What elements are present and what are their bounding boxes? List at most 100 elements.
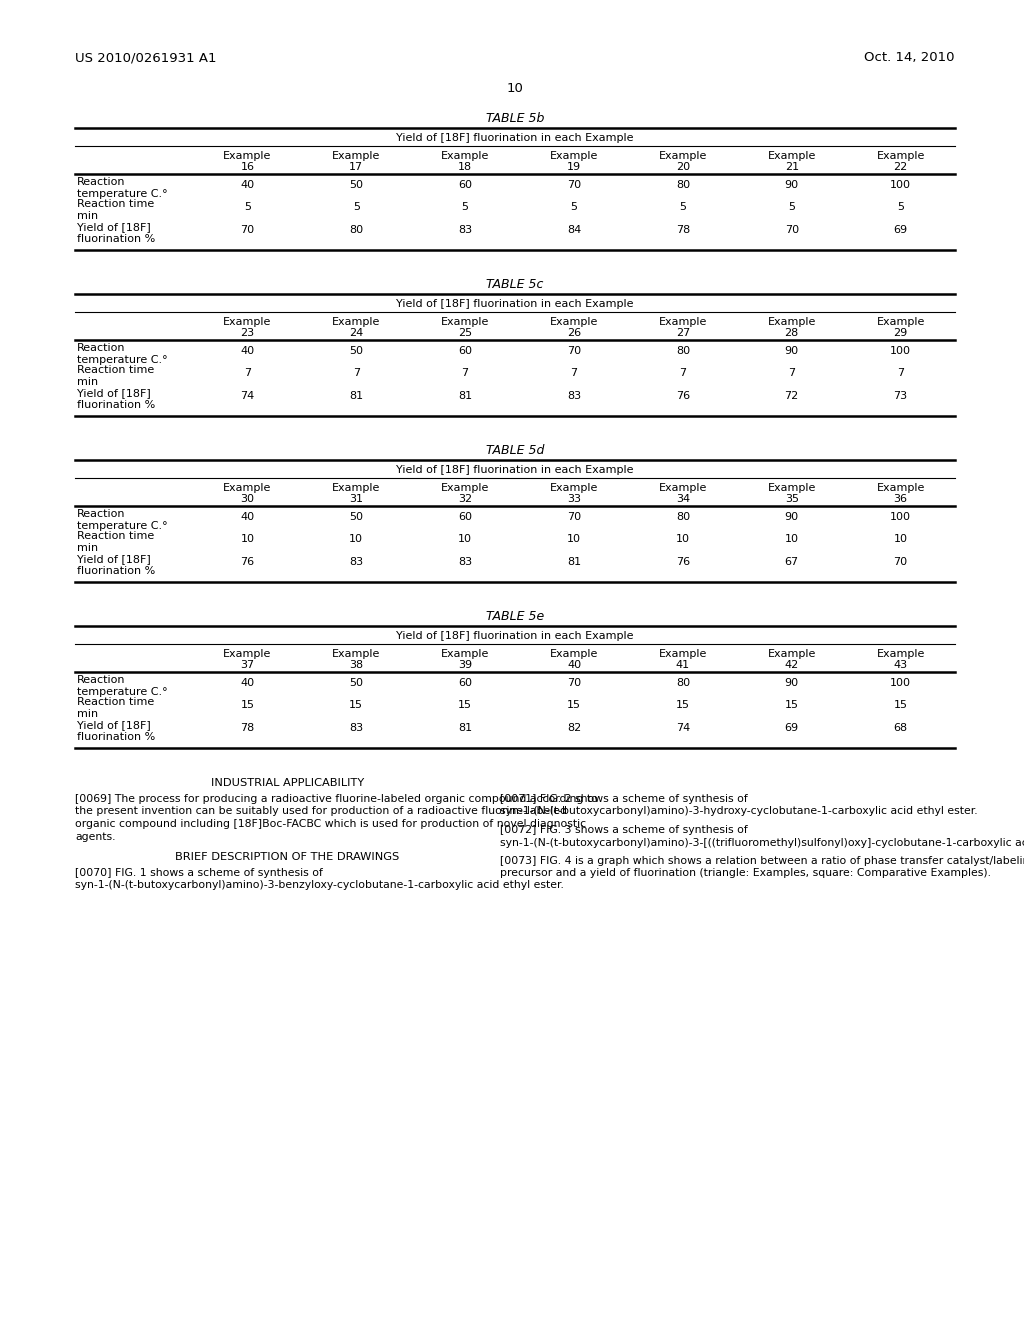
Text: 25: 25 — [458, 327, 472, 338]
Text: Example: Example — [550, 317, 598, 327]
Text: TABLE 5b: TABLE 5b — [485, 112, 544, 125]
Text: 31: 31 — [349, 494, 364, 504]
Text: 27: 27 — [676, 327, 690, 338]
Text: 7: 7 — [570, 368, 578, 378]
Text: 50: 50 — [349, 180, 364, 190]
Text: Reaction time: Reaction time — [77, 697, 155, 708]
Text: Reaction: Reaction — [77, 510, 126, 519]
Text: Example: Example — [658, 317, 707, 327]
Text: 73: 73 — [894, 391, 907, 401]
Text: Yield of [18F] fluorination in each Example: Yield of [18F] fluorination in each Exam… — [396, 133, 634, 143]
Text: 5: 5 — [788, 202, 796, 213]
Text: 10: 10 — [567, 535, 581, 544]
Text: Example: Example — [658, 649, 707, 659]
Text: 10: 10 — [784, 535, 799, 544]
Text: min: min — [77, 709, 98, 719]
Text: 37: 37 — [241, 660, 255, 671]
Text: 5: 5 — [897, 202, 904, 213]
Text: the present invention can be suitably used for production of a radioactive fluor: the present invention can be suitably us… — [75, 807, 567, 817]
Text: 70: 70 — [567, 678, 581, 688]
Text: 5: 5 — [244, 202, 251, 213]
Text: Example: Example — [441, 483, 489, 492]
Text: 90: 90 — [784, 346, 799, 356]
Text: fluorination %: fluorination % — [77, 566, 156, 576]
Text: Example: Example — [877, 150, 925, 161]
Text: 22: 22 — [894, 162, 907, 172]
Text: 69: 69 — [784, 723, 799, 733]
Text: 40: 40 — [567, 660, 581, 671]
Text: 21: 21 — [784, 162, 799, 172]
Text: 90: 90 — [784, 678, 799, 688]
Text: 7: 7 — [679, 368, 686, 378]
Text: 15: 15 — [567, 700, 581, 710]
Text: Yield of [18F] fluorination in each Example: Yield of [18F] fluorination in each Exam… — [396, 631, 634, 642]
Text: 5: 5 — [353, 202, 359, 213]
Text: 38: 38 — [349, 660, 364, 671]
Text: Example: Example — [441, 317, 489, 327]
Text: Example: Example — [223, 483, 271, 492]
Text: TABLE 5d: TABLE 5d — [485, 445, 544, 458]
Text: 76: 76 — [676, 391, 690, 401]
Text: 76: 76 — [676, 557, 690, 568]
Text: Example: Example — [441, 649, 489, 659]
Text: [0070] FIG. 1 shows a scheme of synthesis of: [0070] FIG. 1 shows a scheme of synthesi… — [75, 869, 323, 878]
Text: 15: 15 — [458, 700, 472, 710]
Text: fluorination %: fluorination % — [77, 733, 156, 742]
Text: 40: 40 — [241, 512, 255, 521]
Text: 80: 80 — [349, 224, 364, 235]
Text: Reaction time: Reaction time — [77, 531, 155, 541]
Text: 80: 80 — [676, 180, 690, 190]
Text: Example: Example — [441, 150, 489, 161]
Text: syn-1-(N-(t-butoxycarbonyl)amino)-3-benzyloxy-cyclobutane-1-carboxylic acid ethy: syn-1-(N-(t-butoxycarbonyl)amino)-3-benz… — [75, 880, 564, 891]
Text: 20: 20 — [676, 162, 690, 172]
Text: agents.: agents. — [75, 832, 116, 842]
Text: 32: 32 — [458, 494, 472, 504]
Text: Yield of [18F]: Yield of [18F] — [77, 719, 151, 730]
Text: 78: 78 — [676, 224, 690, 235]
Text: 36: 36 — [894, 494, 907, 504]
Text: organic compound including [18F]Boc-FACBC which is used for production of novel : organic compound including [18F]Boc-FACB… — [75, 818, 586, 829]
Text: 41: 41 — [676, 660, 690, 671]
Text: 40: 40 — [241, 678, 255, 688]
Text: Example: Example — [332, 483, 381, 492]
Text: 50: 50 — [349, 512, 364, 521]
Text: 67: 67 — [784, 557, 799, 568]
Text: Yield of [18F]: Yield of [18F] — [77, 554, 151, 564]
Text: US 2010/0261931 A1: US 2010/0261931 A1 — [75, 51, 216, 65]
Text: Yield of [18F]: Yield of [18F] — [77, 388, 151, 399]
Text: Example: Example — [550, 649, 598, 659]
Text: 72: 72 — [784, 391, 799, 401]
Text: min: min — [77, 378, 98, 387]
Text: 10: 10 — [241, 535, 254, 544]
Text: 74: 74 — [676, 723, 690, 733]
Text: 19: 19 — [567, 162, 581, 172]
Text: 7: 7 — [244, 368, 251, 378]
Text: 28: 28 — [784, 327, 799, 338]
Text: TABLE 5e: TABLE 5e — [485, 610, 544, 623]
Text: Example: Example — [877, 317, 925, 327]
Text: 70: 70 — [567, 346, 581, 356]
Text: Reaction: Reaction — [77, 675, 126, 685]
Text: 10: 10 — [507, 82, 523, 95]
Text: 100: 100 — [890, 180, 911, 190]
Text: 60: 60 — [458, 512, 472, 521]
Text: Example: Example — [223, 649, 271, 659]
Text: syn-1-(N-(t-butoxycarbonyl)amino)-3-[((trifluoromethyl)sulfonyl)oxy]-cyclobutane: syn-1-(N-(t-butoxycarbonyl)amino)-3-[((t… — [500, 837, 1024, 847]
Text: INDUSTRIAL APPLICABILITY: INDUSTRIAL APPLICABILITY — [211, 777, 365, 788]
Text: [0071] FIG. 2 shows a scheme of synthesis of: [0071] FIG. 2 shows a scheme of synthesi… — [500, 795, 748, 804]
Text: Example: Example — [658, 483, 707, 492]
Text: Example: Example — [768, 483, 816, 492]
Text: Example: Example — [768, 317, 816, 327]
Text: 5: 5 — [570, 202, 578, 213]
Text: temperature C.°: temperature C.° — [77, 521, 168, 531]
Text: Example: Example — [658, 150, 707, 161]
Text: 83: 83 — [349, 557, 364, 568]
Text: Example: Example — [877, 649, 925, 659]
Text: Example: Example — [768, 649, 816, 659]
Text: 29: 29 — [894, 327, 907, 338]
Text: 15: 15 — [894, 700, 907, 710]
Text: 70: 70 — [894, 557, 907, 568]
Text: Example: Example — [877, 483, 925, 492]
Text: [0069] The process for producing a radioactive fluorine-labeled organic compound: [0069] The process for producing a radio… — [75, 795, 598, 804]
Text: 7: 7 — [897, 368, 904, 378]
